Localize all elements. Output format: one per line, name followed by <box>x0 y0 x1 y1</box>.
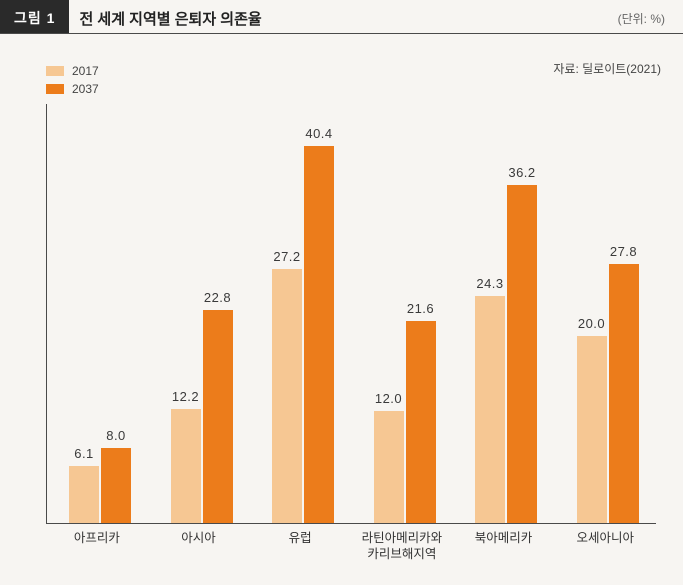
bar: 6.1 <box>69 466 99 523</box>
bar-value-label: 8.0 <box>106 428 126 443</box>
legend-swatch <box>46 84 64 94</box>
bar-group: 27.240.4 <box>250 104 352 523</box>
bar-value-label: 40.4 <box>305 126 332 141</box>
bar-value-label: 6.1 <box>74 446 94 461</box>
bar: 21.6 <box>406 321 436 523</box>
bar-value-label: 36.2 <box>508 165 535 180</box>
bar: 36.2 <box>507 185 537 523</box>
x-axis-label: 아시아 <box>148 530 250 563</box>
bar-value-label: 12.0 <box>375 391 402 406</box>
bar-group: 24.336.2 <box>453 104 555 523</box>
x-axis-label: 유럽 <box>249 530 351 563</box>
bar: 27.8 <box>609 264 639 523</box>
legend-item: 2037 <box>46 82 99 96</box>
bar-group: 12.222.8 <box>149 104 251 523</box>
bar: 40.4 <box>304 146 334 523</box>
bar-group: 20.027.8 <box>555 104 657 523</box>
bar: 22.8 <box>203 310 233 523</box>
figure-number-tag: 그림 1 <box>0 0 69 33</box>
legend: 2017 2037 <box>46 64 99 100</box>
bar: 12.0 <box>374 411 404 523</box>
bar: 27.2 <box>272 269 302 523</box>
bar: 24.3 <box>475 296 505 523</box>
chart-plot-area: 6.18.012.222.827.240.412.021.624.336.220… <box>46 104 656 524</box>
bar-group: 12.021.6 <box>352 104 454 523</box>
bar-value-label: 27.2 <box>273 249 300 264</box>
bar-value-label: 20.0 <box>578 316 605 331</box>
legend-item: 2017 <box>46 64 99 78</box>
x-axis-labels: 아프리카아시아유럽라틴아메리카와카리브해지역북아메리카오세아니아 <box>46 530 656 563</box>
x-axis-label: 아프리카 <box>46 530 148 563</box>
source-text: 자료: 딜로이트(2021) <box>553 60 661 77</box>
bar-value-label: 12.2 <box>172 389 199 404</box>
bar-group: 6.18.0 <box>47 104 149 523</box>
x-axis-label: 라틴아메리카와카리브해지역 <box>351 530 453 563</box>
x-axis-label: 오세아니아 <box>554 530 656 563</box>
legend-label: 2037 <box>72 82 99 96</box>
bar-groups: 6.18.012.222.827.240.412.021.624.336.220… <box>47 104 656 523</box>
bar-value-label: 24.3 <box>476 276 503 291</box>
bar-value-label: 22.8 <box>204 290 231 305</box>
figure-header: 그림 1 전 세계 지역별 은퇴자 의존율 (단위: %) <box>0 0 683 34</box>
bar-value-label: 21.6 <box>407 301 434 316</box>
x-axis-label: 북아메리카 <box>453 530 555 563</box>
legend-swatch <box>46 66 64 76</box>
legend-label: 2017 <box>72 64 99 78</box>
bar: 20.0 <box>577 336 607 523</box>
bar: 8.0 <box>101 448 131 523</box>
figure-title: 전 세계 지역별 은퇴자 의존율 <box>69 0 611 33</box>
bar-value-label: 27.8 <box>610 244 637 259</box>
bar: 12.2 <box>171 409 201 523</box>
figure-unit: (단위: %) <box>612 0 683 33</box>
